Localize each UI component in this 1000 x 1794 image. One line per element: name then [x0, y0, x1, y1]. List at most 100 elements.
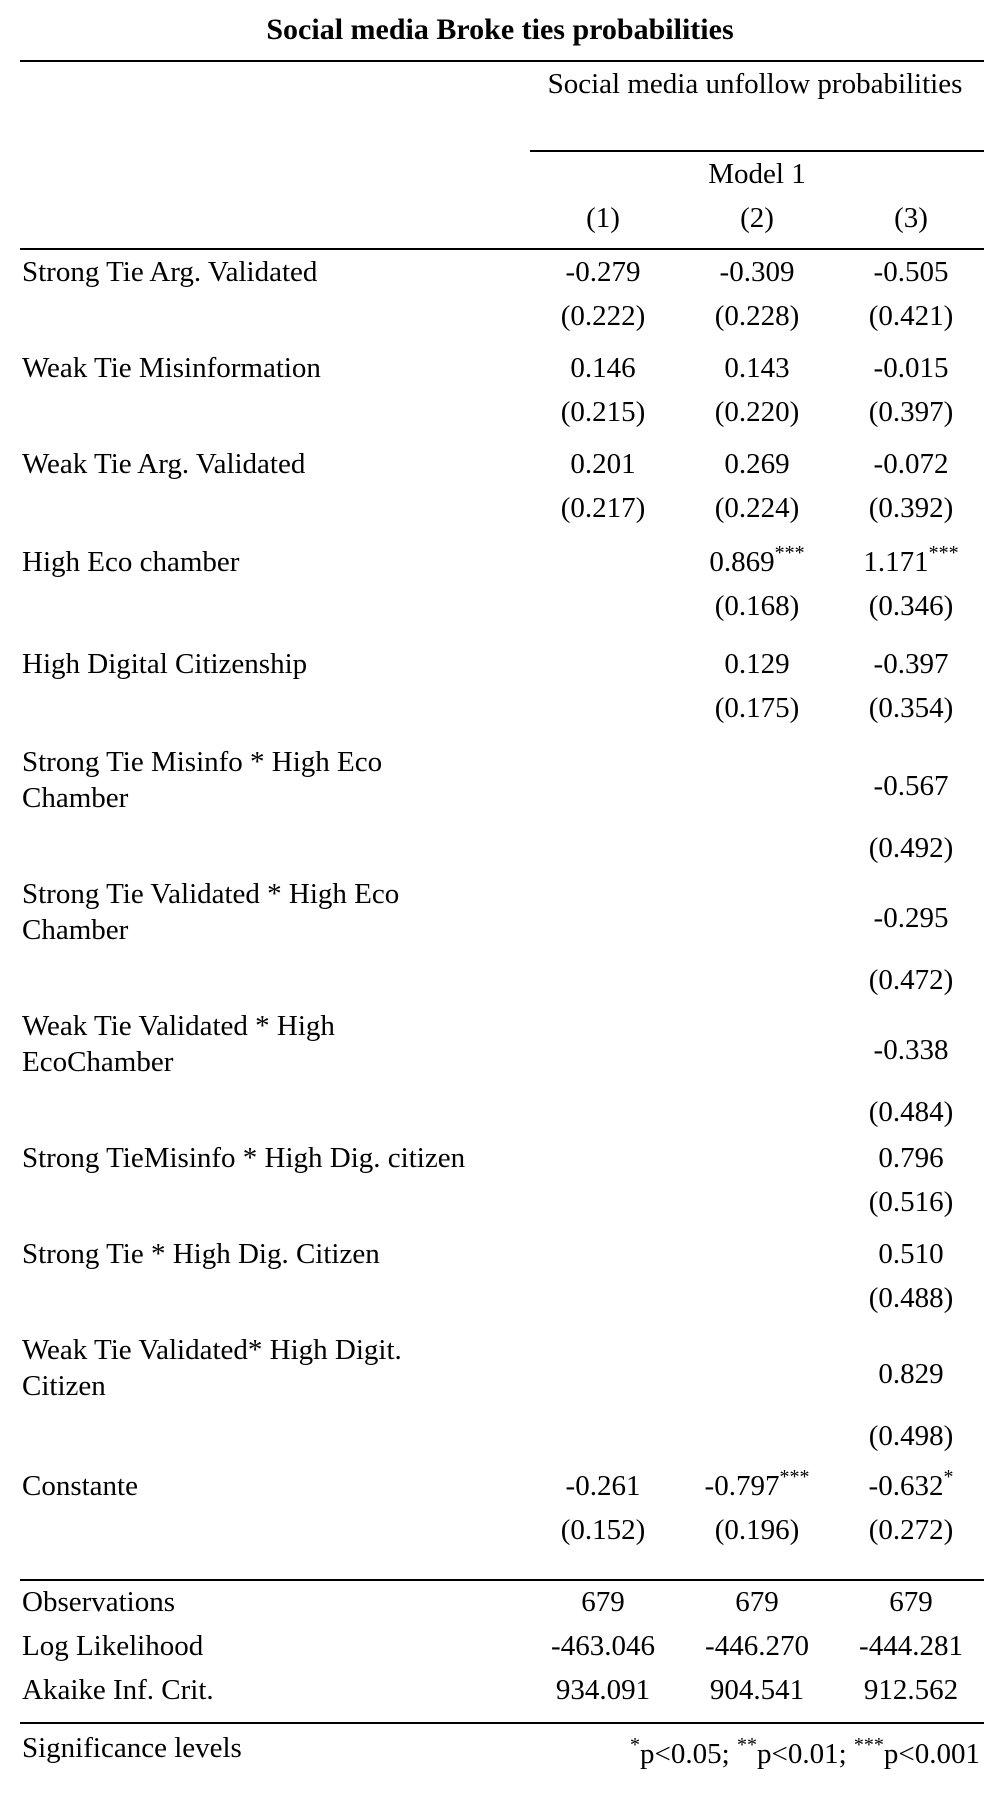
- coefficient-cell: 0.146: [528, 350, 678, 386]
- significance-stars: ***: [928, 542, 959, 564]
- stat-label-observations: Observations: [22, 1586, 176, 1618]
- coefficient-cell: -0.397: [836, 646, 986, 682]
- coefficient-cell: -0.309: [682, 254, 832, 290]
- coefficient-cell: -0.797***: [682, 1467, 832, 1504]
- coefficient-value: 0.143: [724, 352, 790, 384]
- coefficient-value: 0.201: [570, 448, 636, 480]
- coefficient-value: 0.869: [709, 546, 775, 578]
- note-text: p<0.01;: [756, 1738, 854, 1770]
- standard-error: (0.228): [714, 300, 800, 332]
- coefficient-cell: -0.015: [836, 350, 986, 386]
- coefficient-cell: 0.796: [836, 1140, 986, 1176]
- standard-error: (0.498): [868, 1420, 954, 1452]
- standard-error: (0.397): [868, 396, 954, 428]
- standard-error: (0.220): [714, 396, 800, 428]
- row-label: Strong Tie Misinfo * High Eco Chamber: [22, 746, 383, 814]
- coefficient-value: -0.338: [873, 1034, 949, 1066]
- coefficient-cell: 0.143: [682, 350, 832, 386]
- standard-error: (0.516): [868, 1186, 954, 1218]
- coefficient-cell: 1.171***: [836, 542, 986, 580]
- significance-label: Significance levels: [22, 1732, 242, 1764]
- row-label: Weak Tie Validated * High EcoChamber: [22, 1010, 335, 1078]
- coefficient-value: 0.129: [724, 648, 790, 680]
- coefficient-value: -0.261: [565, 1470, 641, 1502]
- row-label: Strong Tie * High Dig. Citizen: [22, 1238, 380, 1270]
- standard-error: (0.392): [868, 492, 954, 524]
- significance-stars: *: [943, 1466, 954, 1488]
- stat-label-log-likelihood: Log Likelihood: [22, 1630, 204, 1662]
- significance-note: *p<0.05; **p<0.01; ***p<0.001: [630, 1734, 980, 1772]
- coefficient-value: 0.510: [878, 1238, 944, 1270]
- coefficient-cell: -0.338: [836, 1032, 986, 1068]
- row-label: High Digital Citizenship: [22, 648, 308, 680]
- coefficient-value: 1.171: [863, 546, 929, 578]
- column-header-1: (1): [586, 202, 620, 234]
- stat-value: -446.270: [705, 1630, 809, 1662]
- coefficient-cell: -0.072: [836, 446, 986, 482]
- standard-error: (0.354): [868, 692, 954, 724]
- coefficient-cell: 0.829: [836, 1356, 986, 1392]
- stat-label-aic: Akaike Inf. Crit.: [22, 1674, 214, 1706]
- standard-error: (0.272): [868, 1514, 954, 1546]
- stat-value: 934.091: [555, 1674, 651, 1706]
- coefficient-value: -0.015: [873, 352, 949, 384]
- standard-error: (0.152): [560, 1514, 646, 1546]
- coefficient-cell: -0.261: [528, 1468, 678, 1504]
- standard-error: (0.168): [714, 590, 800, 622]
- star-marker: *: [630, 1734, 641, 1756]
- model-label: Model 1: [708, 158, 806, 190]
- coefficient-cell: 0.129: [682, 646, 832, 682]
- stat-value: -463.046: [551, 1630, 655, 1662]
- table-title: Social media Broke ties probabilities: [266, 13, 734, 46]
- standard-error: (0.217): [560, 492, 646, 524]
- header-rule: [20, 248, 984, 250]
- row-label: Weak Tie Misinformation: [22, 352, 321, 384]
- stat-value: 679: [581, 1586, 625, 1618]
- coefficient-value: -0.295: [873, 902, 949, 934]
- note-text: p<0.05;: [640, 1738, 737, 1770]
- standard-error: (0.484): [868, 1096, 954, 1128]
- coefficient-cell: -0.567: [836, 768, 986, 804]
- note-text: p<0.001: [883, 1738, 980, 1770]
- coefficient-value: 0.269: [724, 448, 790, 480]
- standard-error: (0.224): [714, 492, 800, 524]
- coefficient-cell: 0.201: [528, 446, 678, 482]
- row-label: Weak Tie Arg. Validated: [22, 448, 306, 480]
- standard-error: (0.488): [868, 1282, 954, 1314]
- column-header-2: (2): [740, 202, 774, 234]
- stats-rule: [20, 1579, 984, 1581]
- row-label: Weak Tie Validated* High Digit. Citizen: [22, 1334, 402, 1402]
- coefficient-cell: 0.510: [836, 1236, 986, 1272]
- coefficient-cell: -0.505: [836, 254, 986, 290]
- stat-value: 904.541: [709, 1674, 805, 1706]
- coefficient-cell: -0.632*: [836, 1466, 986, 1504]
- standard-error: (0.492): [868, 832, 954, 864]
- coefficient-value: -0.505: [873, 256, 949, 288]
- row-label: Strong Tie Arg. Validated: [22, 256, 318, 288]
- row-label: Strong Tie Validated * High Eco Chamber: [22, 878, 400, 946]
- column-header-3: (3): [894, 202, 928, 234]
- stat-value: 679: [735, 1586, 779, 1618]
- coefficient-value: 0.829: [878, 1358, 944, 1390]
- coefficient-value: -0.279: [565, 256, 641, 288]
- coefficient-cell: 0.869***: [682, 542, 832, 580]
- row-label: Constante: [22, 1470, 138, 1502]
- coefficient-value: -0.797: [704, 1470, 780, 1502]
- stat-value: -444.281: [859, 1630, 963, 1662]
- star-marker: ***: [853, 1734, 884, 1756]
- row-label: Strong TieMisinfo * High Dig. citizen: [22, 1142, 466, 1174]
- standard-error: (0.215): [560, 396, 646, 428]
- standard-error: (0.196): [714, 1514, 800, 1546]
- coefficient-value: -0.072: [873, 448, 949, 480]
- coefficient-cell: -0.295: [836, 900, 986, 936]
- row-label: High Eco chamber: [22, 546, 240, 578]
- coefficient-value: 0.146: [570, 352, 636, 384]
- standard-error: (0.175): [714, 692, 800, 724]
- coefficient-value: -0.632: [868, 1470, 944, 1502]
- bottom-rule: [20, 1722, 984, 1724]
- significance-stars: ***: [774, 542, 805, 564]
- top-rule: [20, 60, 984, 62]
- coefficient-value: -0.567: [873, 770, 949, 802]
- stat-value: 912.562: [863, 1674, 959, 1706]
- dependent-variable-rule: [530, 150, 984, 152]
